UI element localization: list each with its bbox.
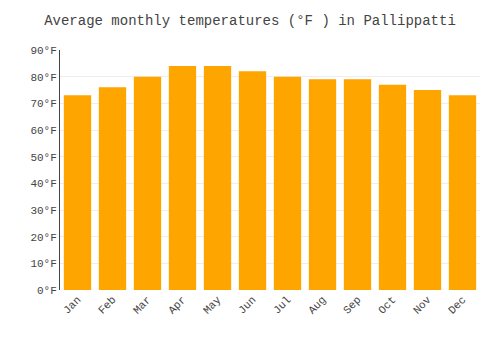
svg-text:Apr: Apr: [166, 294, 188, 316]
svg-text:Feb: Feb: [96, 294, 118, 316]
svg-text:Nov: Nov: [411, 294, 434, 317]
svg-text:Jul: Jul: [271, 294, 293, 316]
svg-text:Jun: Jun: [236, 294, 258, 316]
svg-text:Sep: Sep: [341, 294, 363, 316]
svg-text:70°F: 70°F: [30, 98, 56, 110]
svg-text:90°F: 90°F: [30, 45, 56, 57]
svg-text:Mar: Mar: [131, 294, 153, 316]
svg-text:Dec: Dec: [446, 294, 468, 316]
svg-text:40°F: 40°F: [30, 178, 56, 190]
svg-text:60°F: 60°F: [30, 125, 56, 137]
svg-text:Oct: Oct: [376, 294, 398, 316]
svg-text:80°F: 80°F: [30, 72, 56, 84]
svg-text:10°F: 10°F: [30, 258, 56, 270]
svg-text:Aug: Aug: [306, 294, 328, 316]
svg-text:0°F: 0°F: [37, 285, 57, 297]
svg-text:Average monthly temperatures (: Average monthly temperatures (°F ) in Pa…: [44, 13, 456, 29]
svg-text:Jan: Jan: [61, 294, 83, 316]
svg-text:50°F: 50°F: [30, 152, 56, 164]
svg-text:20°F: 20°F: [30, 232, 56, 244]
svg-text:May: May: [201, 294, 224, 317]
svg-text:30°F: 30°F: [30, 205, 56, 217]
